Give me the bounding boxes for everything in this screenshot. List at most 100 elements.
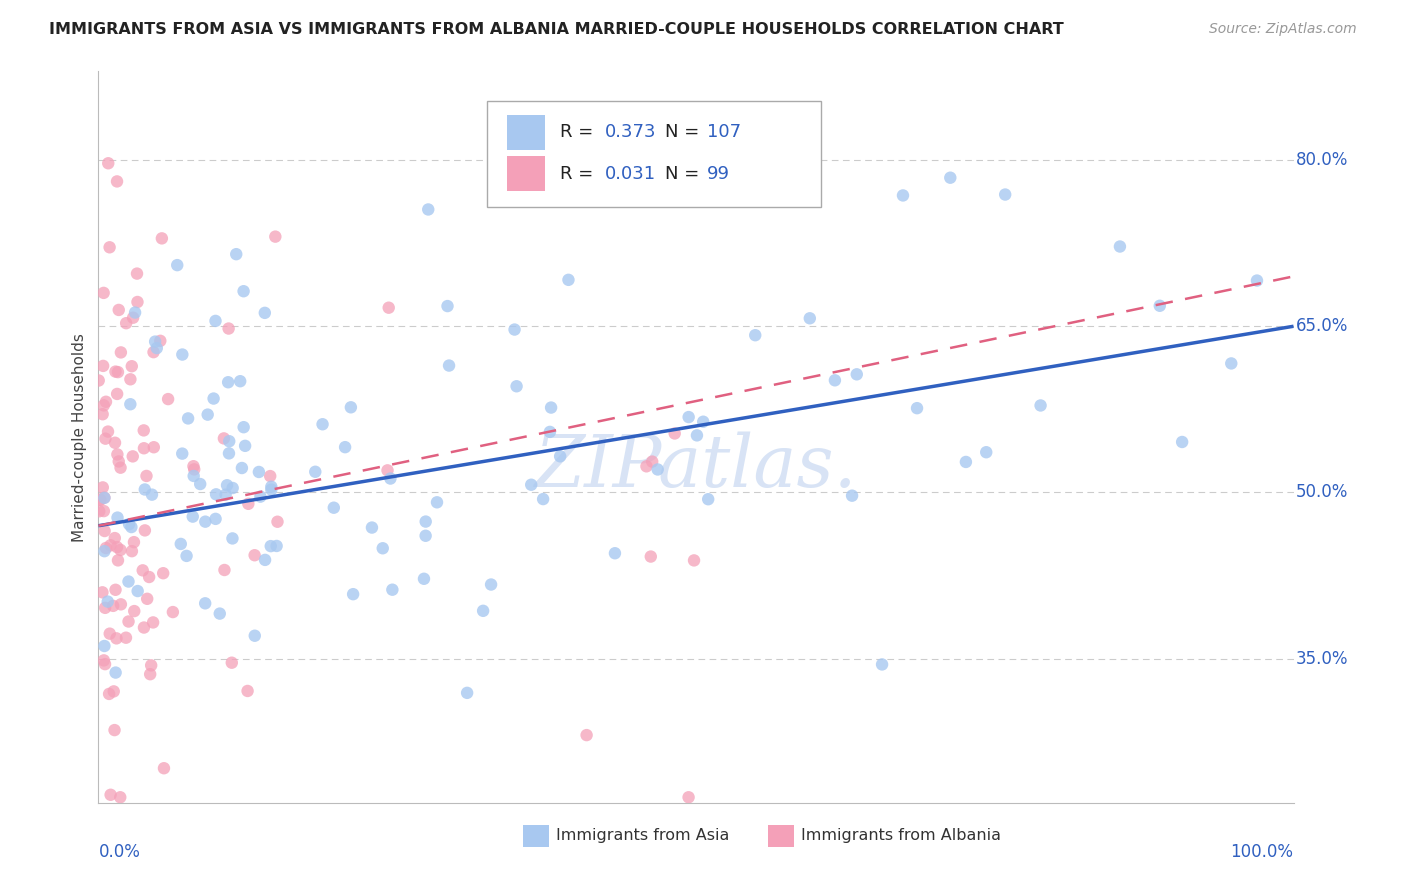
Point: [105, 540, 128, 554]
Point: [138, 570, 160, 584]
Point: [603, 546, 626, 560]
Point: [799, 311, 821, 326]
Point: [177, 411, 200, 425]
Point: [97, 156, 120, 170]
Point: [824, 373, 846, 387]
Point: [124, 305, 146, 319]
Point: [117, 615, 139, 629]
Point: [413, 572, 436, 586]
Point: [243, 548, 266, 562]
Point: [104, 435, 127, 450]
Point: [97, 425, 120, 439]
Point: [107, 510, 129, 524]
Point: [121, 359, 143, 374]
Point: [194, 515, 217, 529]
Point: [141, 658, 163, 673]
Point: [418, 202, 440, 217]
Point: [225, 247, 247, 261]
Point: [120, 372, 142, 386]
Point: [264, 229, 287, 244]
Point: [115, 316, 138, 330]
Point: [236, 684, 259, 698]
Point: [117, 574, 139, 589]
Point: [142, 440, 165, 454]
Point: [202, 392, 225, 406]
Point: [93, 524, 115, 538]
Text: 0.031: 0.031: [605, 165, 657, 183]
Point: [1246, 274, 1268, 288]
Point: [141, 488, 163, 502]
Point: [197, 408, 219, 422]
Point: [120, 397, 142, 411]
Point: [231, 461, 253, 475]
Point: [575, 728, 598, 742]
Point: [531, 492, 554, 507]
Point: [342, 587, 364, 601]
Point: [97, 594, 120, 608]
Point: [183, 459, 205, 474]
Point: [183, 469, 205, 483]
Point: [377, 301, 399, 315]
Point: [253, 306, 276, 320]
Point: [311, 417, 333, 432]
Point: [664, 426, 686, 441]
Text: IMMIGRANTS FROM ASIA VS IMMIGRANTS FROM ALBANIA MARRIED-COUPLE HOUSEHOLDS CORREL: IMMIGRANTS FROM ASIA VS IMMIGRANTS FROM …: [49, 22, 1064, 37]
Text: Source: ZipAtlas.com: Source: ZipAtlas.com: [1209, 22, 1357, 37]
Point: [686, 428, 709, 442]
Point: [94, 394, 117, 409]
Point: [110, 345, 132, 359]
Y-axis label: Married-couple Households: Married-couple Households: [72, 333, 87, 541]
Point: [371, 541, 394, 556]
Point: [172, 447, 194, 461]
Point: [204, 512, 226, 526]
Point: [1171, 434, 1194, 449]
Point: [107, 302, 129, 317]
Text: 65.0%: 65.0%: [1296, 318, 1348, 335]
Text: R =: R =: [560, 123, 599, 141]
FancyBboxPatch shape: [508, 114, 546, 150]
Point: [93, 544, 115, 558]
Point: [183, 462, 205, 476]
Point: [254, 553, 277, 567]
Point: [194, 596, 217, 610]
Point: [678, 410, 700, 425]
Point: [122, 310, 145, 325]
Point: [132, 424, 155, 438]
Point: [212, 431, 235, 445]
Point: [548, 450, 571, 464]
Point: [87, 374, 110, 388]
Point: [333, 440, 356, 454]
Text: N =: N =: [665, 165, 704, 183]
Point: [142, 345, 165, 359]
Point: [105, 174, 128, 188]
Point: [322, 500, 344, 515]
Point: [426, 495, 449, 509]
Point: [218, 434, 240, 449]
Point: [678, 790, 700, 805]
Point: [1029, 399, 1052, 413]
Point: [91, 480, 114, 494]
Point: [233, 439, 256, 453]
Point: [93, 491, 115, 505]
Point: [104, 582, 127, 597]
Point: [538, 425, 561, 439]
Point: [100, 538, 122, 552]
Point: [640, 549, 662, 564]
Point: [232, 420, 254, 434]
Point: [238, 497, 260, 511]
FancyBboxPatch shape: [508, 156, 546, 191]
Point: [125, 267, 148, 281]
Point: [204, 314, 226, 328]
Point: [870, 657, 893, 672]
Point: [93, 285, 115, 300]
Point: [415, 515, 437, 529]
Point: [104, 531, 127, 545]
Point: [505, 379, 527, 393]
Point: [260, 480, 283, 494]
Point: [994, 187, 1017, 202]
Point: [176, 549, 198, 563]
Point: [152, 566, 174, 581]
FancyBboxPatch shape: [486, 101, 821, 207]
Point: [647, 462, 669, 476]
Point: [692, 415, 714, 429]
